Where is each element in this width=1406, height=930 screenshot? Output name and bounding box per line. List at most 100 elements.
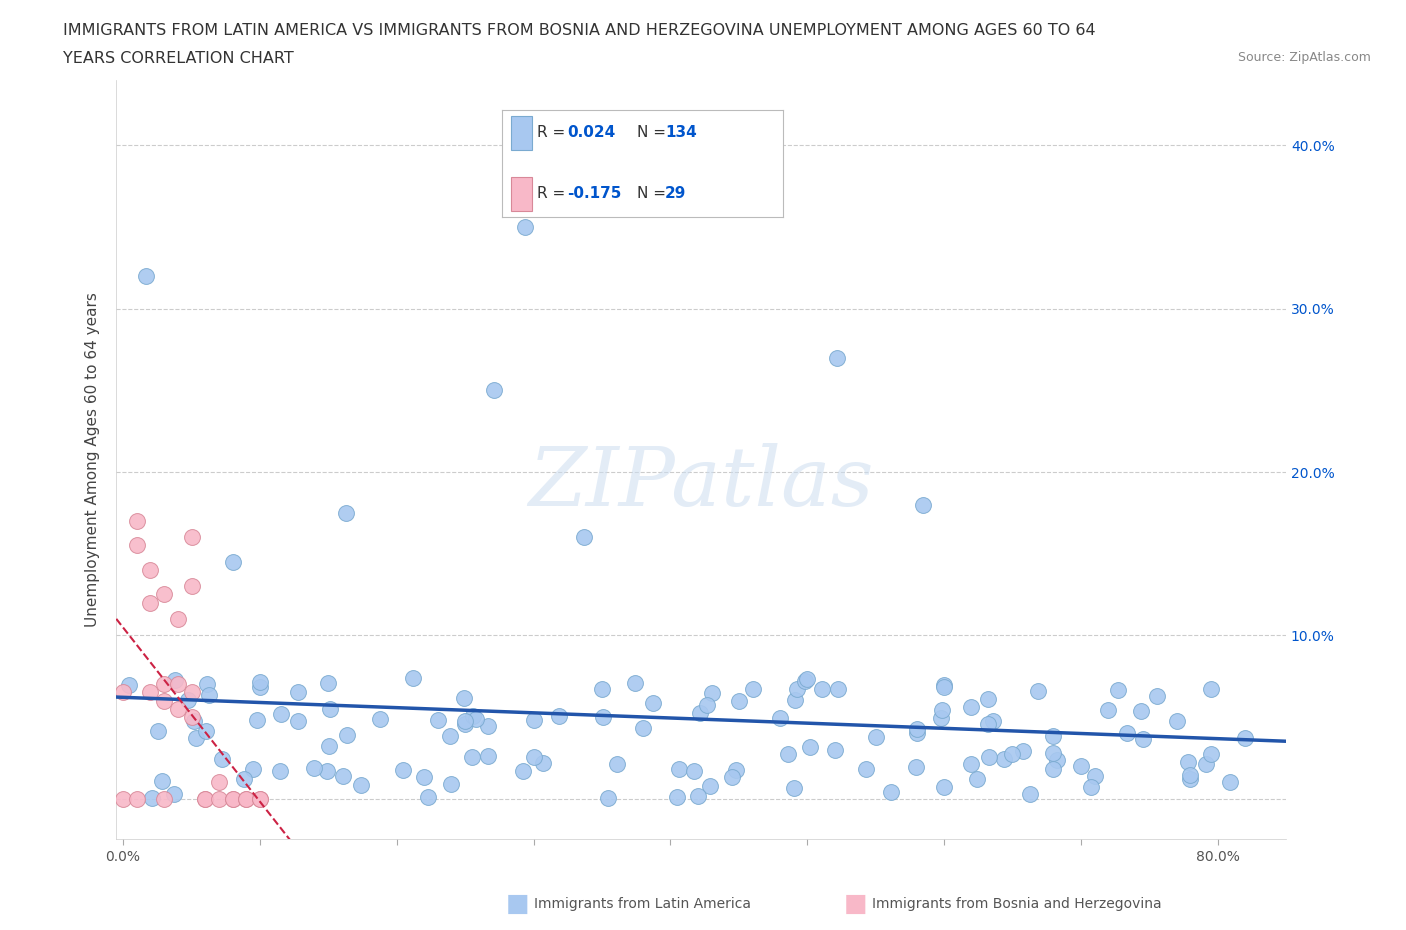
Point: [596, 790, 619, 805]
Text: ZIPatlas: ZIPatlas: [529, 443, 875, 523]
Point: [796, 672, 818, 687]
Point: [668, 762, 690, 777]
Point: [686, 789, 709, 804]
Point: [427, 712, 450, 727]
Point: [439, 728, 461, 743]
Point: [959, 699, 981, 714]
Point: [929, 711, 952, 725]
Point: [1146, 689, 1168, 704]
Point: [165, 672, 187, 687]
Point: [932, 679, 955, 694]
Point: [700, 685, 723, 700]
Point: [1097, 703, 1119, 718]
Point: [522, 712, 544, 727]
Point: [793, 673, 815, 688]
Point: [198, 687, 221, 702]
Point: [783, 692, 806, 707]
Point: [139, 595, 162, 610]
Point: [769, 711, 792, 725]
Point: [287, 713, 309, 728]
Text: YEARS CORRELATION CHART: YEARS CORRELATION CHART: [63, 51, 294, 66]
Point: [515, 219, 537, 234]
Point: [461, 750, 484, 764]
Point: [318, 738, 340, 753]
Point: [523, 750, 546, 764]
Point: [484, 383, 506, 398]
Point: [977, 691, 1000, 706]
Text: Immigrants from Latin America: Immigrants from Latin America: [534, 897, 751, 911]
Point: [1180, 767, 1202, 782]
Point: [112, 791, 135, 806]
Point: [880, 785, 903, 800]
Point: [682, 764, 704, 778]
Point: [1001, 746, 1024, 761]
Point: [112, 685, 135, 700]
Point: [135, 269, 157, 284]
Text: Immigrants from Bosnia and Herzegovina: Immigrants from Bosnia and Herzegovina: [872, 897, 1161, 911]
Point: [960, 757, 983, 772]
Point: [606, 757, 628, 772]
Point: [454, 716, 477, 731]
Text: ■: ■: [506, 892, 530, 916]
Point: [249, 791, 271, 806]
Point: [786, 682, 808, 697]
Point: [166, 701, 188, 716]
Point: [1084, 768, 1107, 783]
Point: [623, 676, 645, 691]
Point: [249, 791, 271, 806]
Point: [631, 721, 654, 736]
Point: [531, 756, 554, 771]
Point: [1046, 752, 1069, 767]
Point: [221, 791, 243, 806]
Point: [249, 674, 271, 689]
Point: [180, 685, 202, 700]
Point: [391, 762, 413, 777]
Point: [1199, 746, 1222, 761]
Point: [477, 749, 499, 764]
Point: [1132, 731, 1154, 746]
Point: [318, 676, 340, 691]
Point: [148, 724, 170, 738]
Point: [1042, 746, 1064, 761]
Point: [966, 771, 988, 786]
Point: [304, 761, 326, 776]
Point: [1195, 756, 1218, 771]
Point: [150, 774, 173, 789]
Point: [350, 777, 373, 792]
Point: [592, 710, 614, 724]
Point: [125, 513, 148, 528]
Point: [269, 764, 291, 778]
Point: [572, 530, 595, 545]
Point: [208, 775, 231, 790]
Point: [811, 682, 834, 697]
Point: [153, 791, 176, 806]
Point: [183, 713, 205, 728]
Point: [1070, 759, 1092, 774]
Point: [180, 530, 202, 545]
Point: [153, 677, 176, 692]
Point: [825, 351, 848, 365]
Point: [316, 764, 339, 778]
Point: [666, 790, 689, 805]
Point: [905, 760, 928, 775]
Point: [221, 791, 243, 806]
Point: [827, 682, 849, 697]
Point: [1012, 744, 1035, 759]
Point: [416, 790, 439, 804]
Point: [912, 498, 935, 512]
Point: [125, 791, 148, 806]
Point: [548, 708, 571, 723]
Point: [689, 705, 711, 720]
Point: [1116, 725, 1139, 740]
Point: [1233, 731, 1256, 746]
Point: [208, 791, 231, 806]
Point: [233, 772, 256, 787]
Text: Source: ZipAtlas.com: Source: ZipAtlas.com: [1237, 51, 1371, 64]
Point: [981, 713, 1004, 728]
Point: [153, 587, 176, 602]
Point: [464, 711, 486, 726]
Point: [932, 779, 955, 794]
Point: [865, 730, 887, 745]
Point: [1130, 704, 1153, 719]
Point: [721, 770, 744, 785]
